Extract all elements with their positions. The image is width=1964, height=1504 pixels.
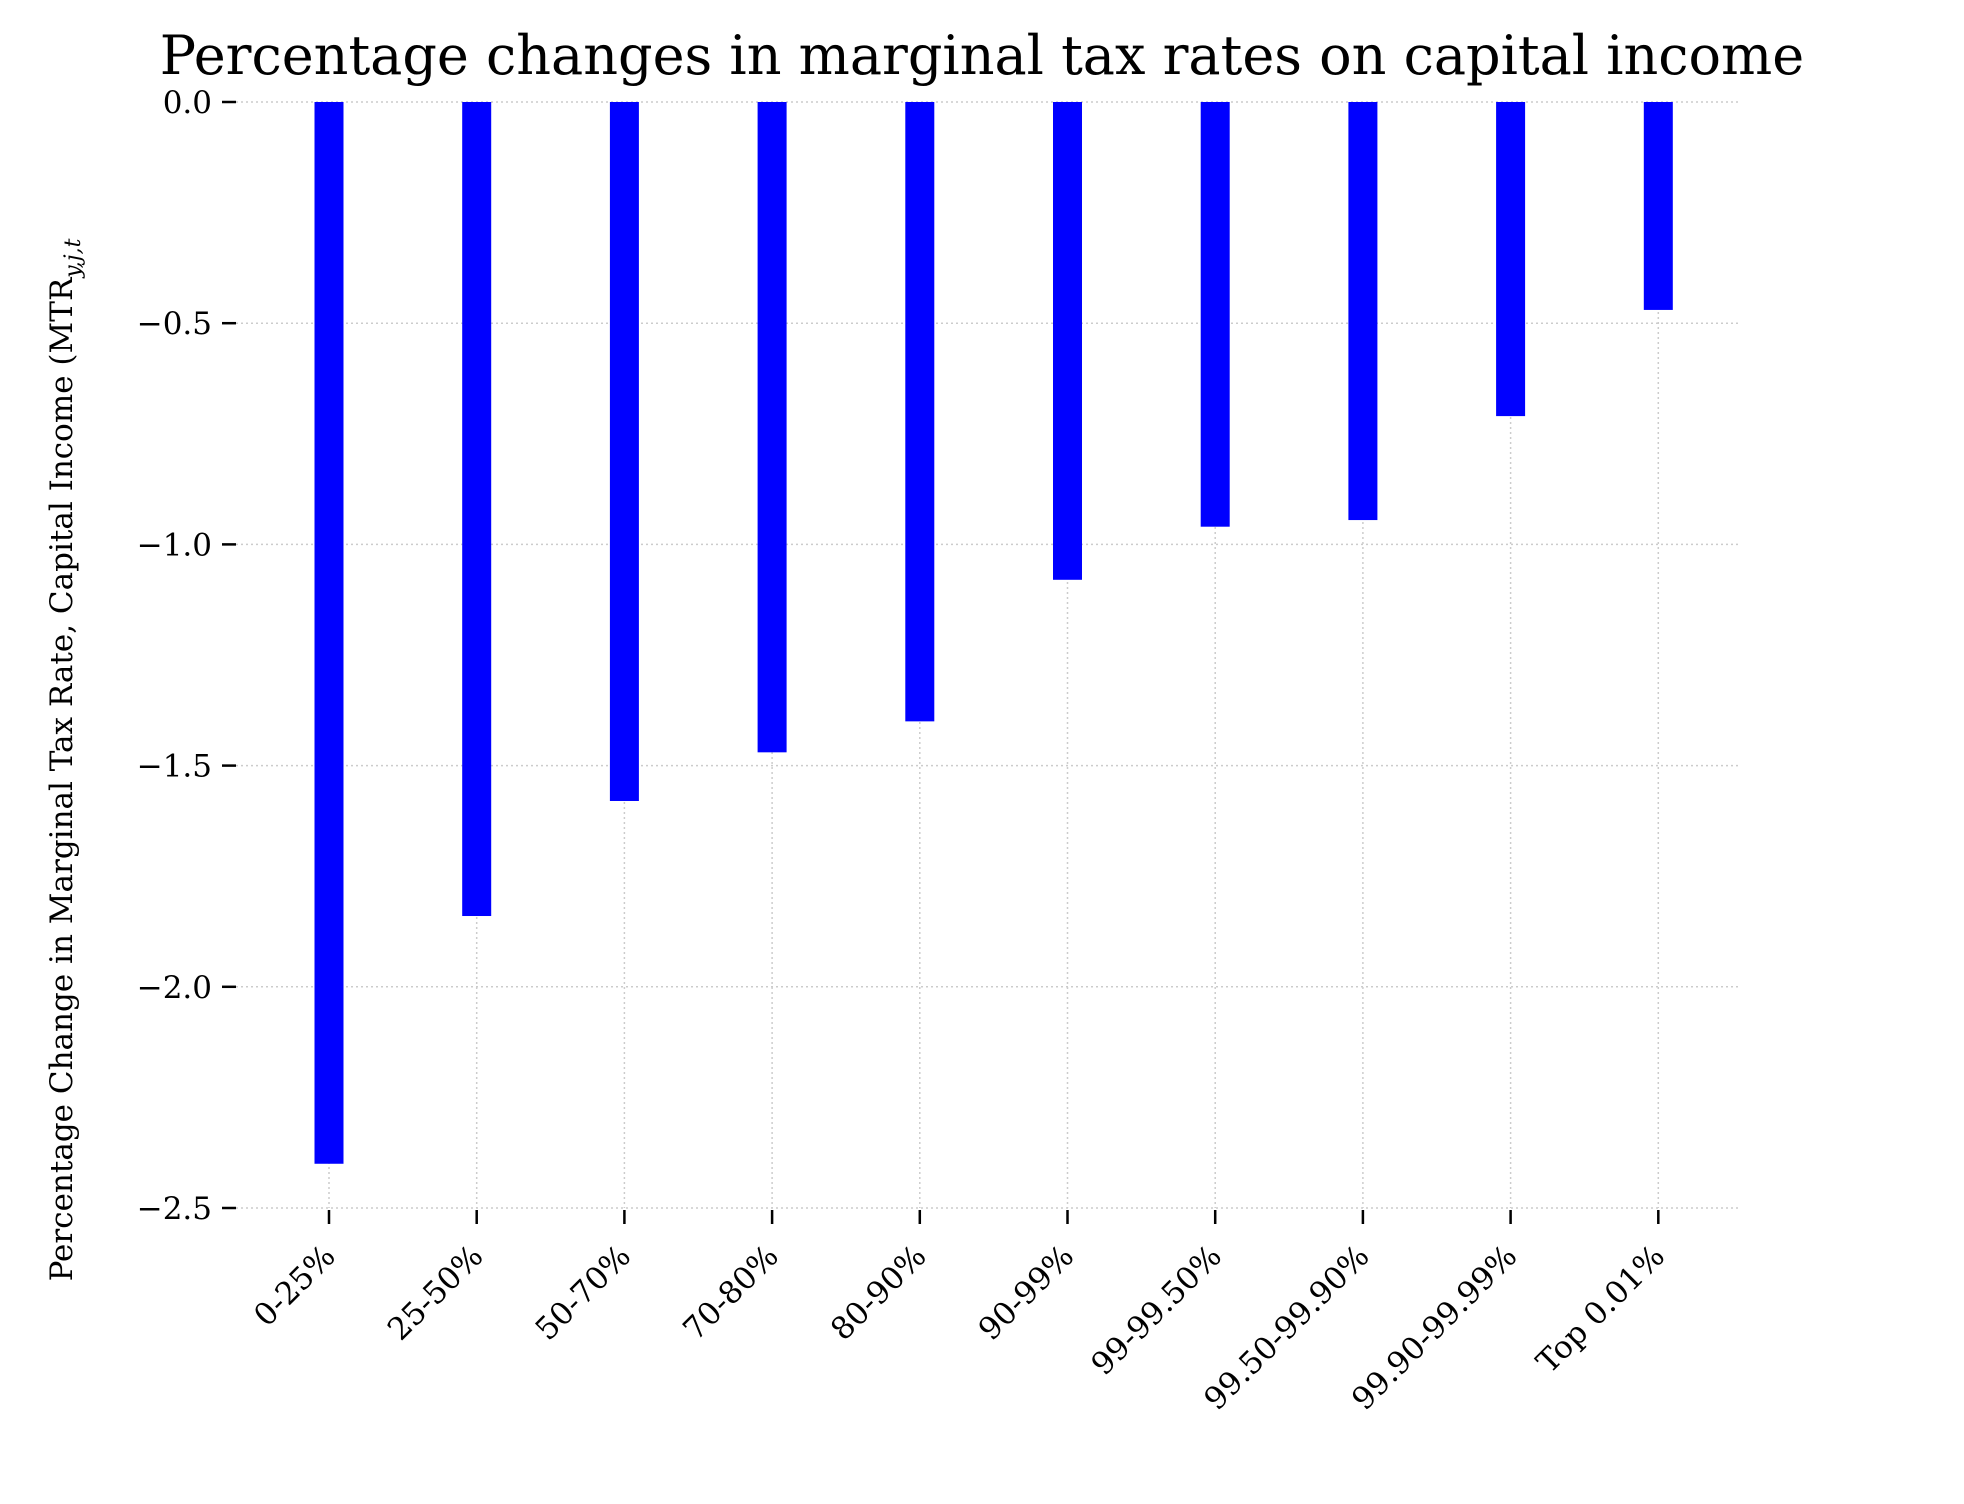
y-axis-label: Percentage Change in Marginal Tax Rate, … xyxy=(44,238,86,1281)
y-tick-label: −1.5 xyxy=(137,749,212,785)
x-tick-label: 70-80% xyxy=(676,1238,785,1347)
x-tick-label: 80-90% xyxy=(824,1238,933,1347)
y-axis-label-subscript: y,j,t xyxy=(61,238,86,278)
bar xyxy=(1496,102,1526,417)
x-tick-label: Top 0.01% xyxy=(1530,1238,1672,1380)
x-tick-label: 25-50% xyxy=(381,1238,490,1347)
chart-title: Percentage changes in marginal tax rates… xyxy=(160,24,1804,87)
y-tick-label: −2.5 xyxy=(137,1191,212,1227)
y-tick-label: −2.0 xyxy=(137,970,212,1006)
x-axis: 0-25% 25-50% 50-70% 70-80% 80-90% 90-99% 99-99… xyxy=(247,1210,1672,1417)
x-tick-label: 99-99.50% xyxy=(1085,1238,1229,1382)
bars xyxy=(314,102,1673,1164)
y-axis-label-text: Percentage Change in Marginal Tax Rate, … xyxy=(44,276,80,1281)
bar xyxy=(314,102,344,1164)
x-tick-label: 50-70% xyxy=(529,1238,638,1347)
y-axis: 0.0 −0.5 −1.0 −1.5 −2.0 −2.5 xyxy=(137,85,236,1227)
bar xyxy=(462,102,492,917)
bar xyxy=(1200,102,1230,527)
bar xyxy=(1643,102,1673,310)
y-tick-label: 0.0 xyxy=(163,85,212,121)
y-tick-label: −1.0 xyxy=(137,527,212,563)
bar xyxy=(609,102,639,801)
y-tick-label: −0.5 xyxy=(137,306,212,342)
bar xyxy=(1348,102,1378,521)
bar xyxy=(757,102,787,753)
bar xyxy=(905,102,935,722)
bar xyxy=(1053,102,1082,580)
x-tick-label: 0-25% xyxy=(247,1238,343,1334)
svg-text:Percentage Change in Marginal: Percentage Change in Marginal Tax Rate, … xyxy=(44,238,86,1281)
x-tick-label: 90-99% xyxy=(972,1238,1081,1347)
